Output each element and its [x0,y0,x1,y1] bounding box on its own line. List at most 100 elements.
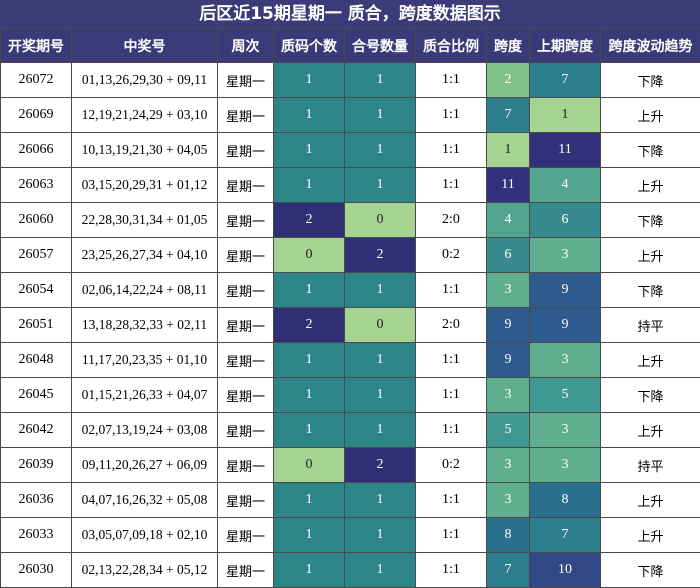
cell-issue: 26066 [0,132,72,168]
cell-weekday: 星期一 [217,167,274,203]
cell-weekday: 星期一 [217,132,274,168]
cell-composite-count: 0 [344,202,416,238]
cell-weekday: 星期一 [217,482,274,518]
cell-ratio: 1:1 [415,132,487,168]
cell-composite-count: 1 [344,132,416,168]
cell-ratio: 0:2 [415,237,487,273]
cell-ratio: 1:1 [415,377,487,413]
cell-ratio: 0:2 [415,447,487,483]
cell-prev-span: 3 [529,237,601,273]
cell-trend: 上升 [600,342,700,378]
cell-prev-span: 3 [529,447,601,483]
cell-ratio: 1:1 [415,517,487,553]
col-header-prime-count: 质码个数 [273,28,345,63]
cell-ratio: 1:1 [415,62,487,98]
cell-prime-count: 1 [273,62,345,98]
cell-span: 5 [486,412,530,448]
cell-span: 3 [486,377,530,413]
cell-issue: 26063 [0,167,72,203]
cell-trend: 持平 [600,307,700,343]
cell-prime-count: 1 [273,377,345,413]
cell-prime-count: 1 [273,517,345,553]
header-row: 开奖期号 中奖号 周次 质码个数 合号数量 质合比例 跨度 上期跨度 跨度波动趋… [0,28,700,63]
cell-prev-span: 10 [529,552,601,588]
table-row: 26051 13,18,28,32,33 + 02,11 星期一 2 0 2:0 9 9 持平 [0,307,700,343]
cell-prev-span: 7 [529,517,601,553]
cell-trend: 上升 [600,237,700,273]
cell-prime-count: 1 [273,412,345,448]
cell-weekday: 星期一 [217,552,274,588]
cell-issue: 26045 [0,377,72,413]
cell-trend: 下降 [600,552,700,588]
table-row: 26066 10,13,19,21,30 + 04,05 星期一 1 1 1:1 1 11 下降 [0,132,700,168]
cell-composite-count: 1 [344,97,416,133]
cell-numbers: 02,07,13,19,24 + 03,08 [71,412,218,448]
table-row: 26057 23,25,26,27,34 + 04,10 星期一 0 2 0:2 6 3 上升 [0,237,700,273]
cell-weekday: 星期一 [217,97,274,133]
table-row: 26030 02,13,22,28,34 + 05,12 星期一 1 1 1:1 7 10 下降 [0,552,700,588]
cell-weekday: 星期一 [217,272,274,308]
cell-trend: 持平 [600,447,700,483]
cell-prime-count: 0 [273,447,345,483]
col-header-numbers: 中奖号 [71,28,218,63]
cell-composite-count: 1 [344,272,416,308]
cell-span: 8 [486,517,530,553]
cell-ratio: 1:1 [415,482,487,518]
cell-prev-span: 4 [529,167,601,203]
cell-prime-count: 1 [273,272,345,308]
cell-span: 7 [486,97,530,133]
cell-ratio: 1:1 [415,412,487,448]
cell-issue: 26039 [0,447,72,483]
cell-prev-span: 3 [529,342,601,378]
cell-composite-count: 1 [344,377,416,413]
cell-span: 3 [486,447,530,483]
page-title: 后区近15期星期一 质合，跨度数据图示 [0,0,700,28]
cell-span: 9 [486,307,530,343]
table-row: 26072 01,13,26,29,30 + 09,11 星期一 1 1 1:1 2 7 下降 [0,62,700,98]
table-row: 26042 02,07,13,19,24 + 03,08 星期一 1 1 1:1 5 3 上升 [0,412,700,448]
cell-ratio: 2:0 [415,202,487,238]
col-header-ratio: 质合比例 [415,28,487,63]
table-row: 26045 01,15,21,26,33 + 04,07 星期一 1 1 1:1 3 5 下降 [0,377,700,413]
cell-composite-count: 1 [344,517,416,553]
col-header-composite-count: 合号数量 [344,28,416,63]
cell-weekday: 星期一 [217,517,274,553]
cell-issue: 26048 [0,342,72,378]
cell-numbers: 01,15,21,26,33 + 04,07 [71,377,218,413]
cell-span: 11 [486,167,530,203]
table-row: 26036 04,07,16,26,32 + 05,08 星期一 1 1 1:1 3 8 上升 [0,482,700,518]
cell-composite-count: 1 [344,412,416,448]
cell-prime-count: 1 [273,132,345,168]
cell-prime-count: 1 [273,342,345,378]
cell-weekday: 星期一 [217,307,274,343]
cell-issue: 26072 [0,62,72,98]
cell-numbers: 12,19,21,24,29 + 03,10 [71,97,218,133]
cell-numbers: 23,25,26,27,34 + 04,10 [71,237,218,273]
cell-prime-count: 1 [273,552,345,588]
cell-prev-span: 9 [529,307,601,343]
cell-trend: 上升 [600,517,700,553]
cell-weekday: 星期一 [217,202,274,238]
cell-numbers: 02,13,22,28,34 + 05,12 [71,552,218,588]
cell-composite-count: 1 [344,342,416,378]
cell-issue: 26033 [0,517,72,553]
cell-span: 2 [486,62,530,98]
cell-prev-span: 1 [529,97,601,133]
cell-trend: 下降 [600,377,700,413]
cell-trend: 上升 [600,97,700,133]
cell-numbers: 01,13,26,29,30 + 09,11 [71,62,218,98]
cell-weekday: 星期一 [217,447,274,483]
cell-ratio: 1:1 [415,552,487,588]
cell-span: 4 [486,202,530,238]
cell-numbers: 10,13,19,21,30 + 04,05 [71,132,218,168]
cell-prev-span: 3 [529,412,601,448]
cell-composite-count: 2 [344,237,416,273]
table-row: 26069 12,19,21,24,29 + 03,10 星期一 1 1 1:1 7 1 上升 [0,97,700,133]
cell-prev-span: 6 [529,202,601,238]
cell-prev-span: 5 [529,377,601,413]
cell-trend: 上升 [600,412,700,448]
cell-prev-span: 8 [529,482,601,518]
cell-prime-count: 1 [273,482,345,518]
cell-trend: 上升 [600,482,700,518]
cell-numbers: 02,06,14,22,24 + 08,11 [71,272,218,308]
